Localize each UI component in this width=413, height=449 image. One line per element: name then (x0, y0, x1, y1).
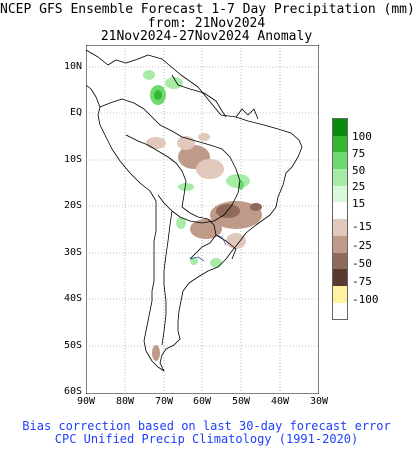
coastlines-and-borders (86, 49, 303, 372)
lon-label-50w: 50W (231, 396, 251, 407)
legend-label-25: 25 (352, 180, 366, 193)
legend-swatch (333, 152, 347, 170)
lon-label-70w: 70W (154, 396, 174, 407)
map-title-line1: NCEP GFS Ensemble Forecast 1-7 Day Preci… (0, 2, 413, 17)
lat-label-20s: 20S (63, 200, 82, 211)
precipitation-anomaly-map (86, 45, 319, 394)
lat-label-40s: 40S (63, 293, 82, 304)
legend-swatch (333, 252, 347, 270)
lon-label-30w: 30W (309, 396, 329, 407)
map-title-line2: from: 21Nov2024 (147, 16, 266, 31)
legend-swatch (333, 285, 347, 303)
lon-label-60w: 60W (192, 396, 212, 407)
map-title-line3: 21Nov2024-27Nov2024 Anomaly (100, 29, 313, 44)
lon-label-80w: 80W (115, 396, 135, 407)
legend-label-100: 100 (352, 130, 372, 143)
legend-label-15: 15 (352, 197, 366, 210)
legend-swatch (333, 219, 347, 236)
legend-label-neg25: -25 (352, 239, 372, 252)
color-legend (332, 118, 348, 320)
lat-label-60s: 60S (63, 386, 82, 397)
lat-label-10n: 10N (63, 61, 82, 72)
legend-swatch (333, 235, 347, 253)
legend-swatch (333, 269, 347, 286)
lat-label-50s: 50S (63, 340, 82, 351)
legend-swatch (333, 135, 347, 153)
legend-swatch (333, 202, 347, 220)
lat-label-eq: EQ (69, 107, 82, 118)
legend-swatch (333, 185, 347, 203)
lat-label-30s: 30S (63, 247, 82, 258)
legend-label-neg50: -50 (352, 257, 372, 270)
legend-swatch (333, 119, 347, 136)
footer-bias-note: Bias correction based on last 30-day for… (22, 419, 391, 433)
lon-label-90w: 90W (76, 396, 96, 407)
legend-label-neg75: -75 (352, 275, 372, 288)
legend-label-neg100: -100 (352, 293, 379, 306)
footer-climatology-note: CPC Unified Precip Climatology (1991-202… (54, 432, 359, 446)
legend-swatch (333, 169, 347, 186)
lat-label-10s: 10S (63, 154, 82, 165)
legend-label-50: 50 (352, 164, 366, 177)
legend-label-neg15: -15 (352, 220, 372, 233)
lon-label-40w: 40W (270, 396, 290, 407)
political-borders-blue (189, 234, 227, 262)
legend-label-75: 75 (352, 147, 366, 160)
wet-anomaly-areas (143, 70, 250, 268)
